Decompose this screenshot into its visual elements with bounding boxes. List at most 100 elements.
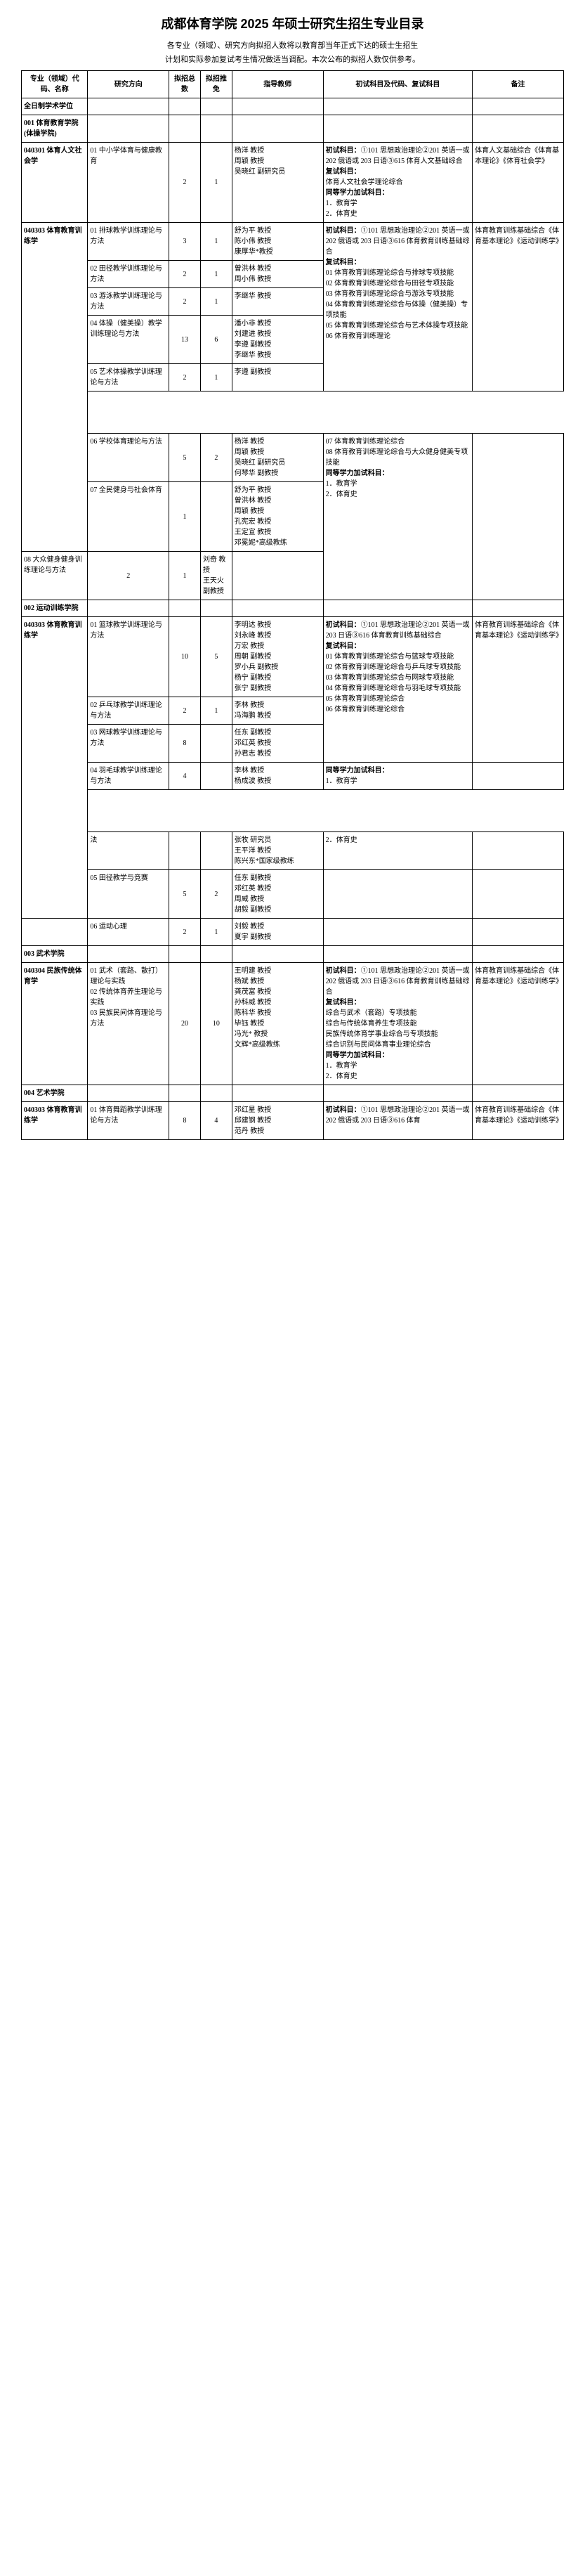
num-rec: 1 <box>200 919 232 946</box>
num-total: 2 <box>169 919 201 946</box>
exam: 初试科目：①101 思想政治理论②201 英语一或 203 日语③616 体育教… <box>323 617 472 763</box>
direction: 05 田径教学与竞赛 <box>88 870 169 919</box>
major-040301: 040301 体育人文社会学 <box>22 143 88 223</box>
table-row: 040301 体育人文社会学 01 中小学体育与健康教育 2 1 杨洋 教授周颖… <box>22 143 564 223</box>
table-row: 003 武术学院 <box>22 946 564 963</box>
header-row: 专业（领域）代码、名称 研究方向 拟招总数 拟招推免 指导教师 初试科目及代码、… <box>22 71 564 98</box>
direction: 01 篮球教学训练理论与方法 <box>88 617 169 697</box>
num-rec: 10 <box>200 963 232 1085</box>
note: 体育教育训练基础综合《体育基本理论》《运动训练学》 <box>473 963 564 1085</box>
teachers: 邓红星 教授邱建钢 教授范丹 教授 <box>232 1102 323 1140</box>
exam: 07 体育教育训练理论综合08 体育教育训练理论综合与大众健身健美专项技能同等学… <box>323 434 472 600</box>
direction: 06 学校体育理论与方法 <box>88 434 169 482</box>
num-total: 10 <box>169 617 201 697</box>
num-rec: 1 <box>200 143 232 223</box>
th-exam: 初试科目及代码、复试科目 <box>323 71 472 98</box>
note: 体育教育训练基础综合《体育基本理论》《运动训练学》 <box>473 223 564 391</box>
teachers: 李林 教授冯海鹏 教授 <box>232 697 323 725</box>
num-rec: 1 <box>169 552 201 600</box>
major-040303c: 040303 体育教育训练学 <box>22 1102 88 1140</box>
exam: 初试科目：①101 思想政治理论②201 英语一或 202 俄语或 203 日语… <box>323 223 472 391</box>
subtitle-1: 各专业（领域）、研究方向拟招人数将以教育部当年正式下达的硕士生招生 <box>21 39 564 51</box>
direction: 08 大众健身健身训练理论与方法 <box>22 552 88 600</box>
num-total: 4 <box>169 763 201 790</box>
exam: 初试科目：①101 思想政治理论②201 英语一或 202 俄语或 203 日语… <box>323 963 472 1085</box>
num-total: 2 <box>169 697 201 725</box>
table-row: 06 学校体育理论与方法 5 2 杨洋 教授周颖 教授吴晓红 副研究员何琴华 副… <box>22 434 564 482</box>
th-recommend: 拟招推免 <box>200 71 232 98</box>
section-gap <box>22 790 564 832</box>
num-rec <box>200 482 232 552</box>
section-gap <box>22 391 564 434</box>
teachers: 任东 副教授邓红英 教授孙君志 教授 <box>232 725 323 763</box>
major-040303b: 040303 体育教育训练学 <box>22 617 88 919</box>
table-row: 06 运动心理 2 1 刘毅 教授夏宇 副教授 <box>22 919 564 946</box>
num-rec: 1 <box>200 364 232 391</box>
direction: 02 田径教学训练理论与方法 <box>88 261 169 288</box>
th-direction: 研究方向 <box>88 71 169 98</box>
num-rec: 2 <box>200 870 232 919</box>
fulltime-label: 全日制学术学位 <box>22 98 88 115</box>
num-rec <box>200 725 232 763</box>
num-rec: 1 <box>200 697 232 725</box>
direction: 06 运动心理 <box>88 919 169 946</box>
num-total: 2 <box>169 143 201 223</box>
table-row: 004 艺术学院 <box>22 1085 564 1102</box>
direction: 02 乒乓球教学训练理论与方法 <box>88 697 169 725</box>
num-total: 8 <box>169 1102 201 1140</box>
num-rec: 6 <box>200 316 232 364</box>
num-rec: 4 <box>200 1102 232 1140</box>
table-row: 002 运动训练学院 <box>22 600 564 617</box>
th-teachers: 指导教师 <box>232 71 323 98</box>
dept-002: 002 运动训练学院 <box>22 600 88 617</box>
num-rec: 1 <box>200 261 232 288</box>
teachers: 李林 教授杨成波 教授 <box>232 763 323 790</box>
num-rec: 1 <box>200 288 232 316</box>
th-note: 备注 <box>473 71 564 98</box>
note: 体育人文基础综合《体育基本理论》《体育社会学》 <box>473 143 564 223</box>
direction: 03 网球教学训练理论与方法 <box>88 725 169 763</box>
num-total: 1 <box>169 482 201 552</box>
num-rec <box>200 763 232 790</box>
teachers: 李继华 教授 <box>232 288 323 316</box>
th-total: 拟招总数 <box>169 71 201 98</box>
teachers: 舒为平 教授曾洪林 教授周颖 教授孔宪宏 教授王定宣 教授邓冕妮*高级教练 <box>232 482 323 552</box>
th-major: 专业（领域）代码、名称 <box>22 71 88 98</box>
num-total: 8 <box>169 725 201 763</box>
direction: 04 羽毛球教学训练理论与方法 <box>88 763 169 790</box>
num-total: 2 <box>169 261 201 288</box>
teachers: 任东 副教授邓红英 教授周威 教授胡毅 副教授 <box>232 870 323 919</box>
num-total: 5 <box>169 870 201 919</box>
num-total: 20 <box>169 963 201 1085</box>
major-040303: 040303 体育教育训练学 <box>22 223 88 552</box>
teachers: 李明达 教授刘永峰 教授万宏 教授周朝 副教授罗小兵 副教授杨宁 副教授张宁 副… <box>232 617 323 697</box>
num-total: 2 <box>88 552 169 600</box>
num-total: 5 <box>169 434 201 482</box>
teachers: 舒为平 教授陈小伟 教授康厚华*教授 <box>232 223 323 261</box>
teachers: 王明建 教授杨斌 教授龚茂富 教授孙科威 教授陈科华 教授毕钰 教授冯光* 教授… <box>232 963 323 1085</box>
num-total: 13 <box>169 316 201 364</box>
subtitle-2: 计划和实际参加复试考生情况做适当调配。本次公布的拟招人数仅供参考。 <box>21 53 564 65</box>
table-row: 040303 体育教育训练学 01 排球教学训练理论与方法 3 1 舒为平 教授… <box>22 223 564 261</box>
direction: 01 武术（套路、散打）理论与实践02 传统体育养生理论与实践03 民族民间体育… <box>88 963 169 1085</box>
direction: 05 艺术体操教学训练理论与方法 <box>88 364 169 391</box>
direction: 01 排球教学训练理论与方法 <box>88 223 169 261</box>
dept-003: 003 武术学院 <box>22 946 88 963</box>
catalog-table: 专业（领域）代码、名称 研究方向 拟招总数 拟招推免 指导教师 初试科目及代码、… <box>21 70 564 1140</box>
num-rec: 2 <box>200 434 232 482</box>
num-total: 2 <box>169 364 201 391</box>
teachers: 杨洋 教授周颖 教授吴晓红 副研究员 <box>232 143 323 223</box>
teachers: 张牧 研究员王平洋 教授陈兴东*国家级教练 <box>232 832 323 870</box>
note: 体育教育训练基础综合《体育基本理论》《运动训练学》 <box>473 1102 564 1140</box>
teachers: 杨洋 教授周颖 教授吴晓红 副研究员何琴华 副教授 <box>232 434 323 482</box>
exam: 2．体育史 <box>323 832 472 870</box>
num-total: 2 <box>169 288 201 316</box>
direction: 03 游泳教学训练理论与方法 <box>88 288 169 316</box>
teachers: 刘奇 教授王天火 副教授 <box>200 552 232 600</box>
table-row: 040303 体育教育训练学 01 篮球教学训练理论与方法 10 5 李明达 教… <box>22 617 564 697</box>
direction: 07 全民健身与社会体育 <box>88 482 169 552</box>
teachers: 刘毅 教授夏宇 副教授 <box>232 919 323 946</box>
teachers: 李遵 副教授 <box>232 364 323 391</box>
dept-001: 001 体育教育学院(体操学院) <box>22 115 88 143</box>
exam: 初试科目：①101 思想政治理论②201 英语一或 202 俄语或 203 日语… <box>323 143 472 223</box>
